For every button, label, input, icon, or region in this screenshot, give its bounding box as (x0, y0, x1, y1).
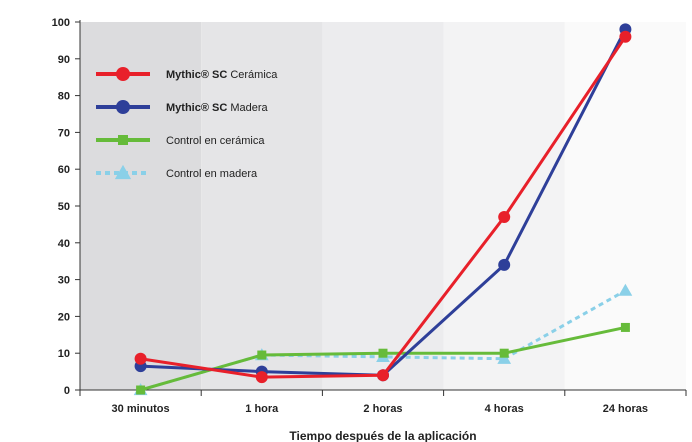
data-point (498, 258, 511, 271)
data-point (134, 352, 147, 365)
y-tick-label: 80 (58, 91, 70, 103)
y-tick-label: 20 (58, 311, 70, 323)
y-tick-label: 10 (58, 348, 70, 360)
background-band (201, 22, 323, 390)
data-point (255, 371, 268, 384)
legend-label: Mythic® SC Cerámica (166, 69, 278, 81)
data-point (257, 350, 267, 360)
background-band (80, 22, 202, 390)
series-3 (136, 322, 630, 395)
x-tick-label: 2 horas (363, 403, 402, 415)
legend-label-text: Cerámica (227, 69, 278, 81)
legend-item: Control en madera (96, 164, 258, 180)
legend-label: Control en madera (166, 168, 258, 180)
data-point (499, 348, 509, 358)
data-point (377, 369, 389, 382)
data-point (116, 67, 130, 81)
data-point (618, 283, 633, 296)
legend-label-text: Control en madera (166, 168, 258, 180)
x-axis-title: Tiempo después de la aplicación (289, 429, 476, 442)
data-point (118, 135, 128, 145)
legend-item: Control en cerámica (96, 135, 265, 147)
y-axis: 0 10 20 30 40 50 60 70 80 90 100 (52, 17, 81, 397)
data-point (497, 351, 512, 364)
series-1 (134, 30, 632, 384)
y-tick-label: 40 (58, 238, 70, 250)
x-tick-label: 30 minutos (112, 403, 170, 415)
legend-label-brand: Mythic® SC (166, 102, 227, 114)
x-tick-label: 1 hora (245, 403, 279, 415)
y-tick-label: 30 (58, 275, 70, 287)
legend-label-brand: Mythic® SC (166, 69, 227, 81)
data-point (114, 164, 132, 180)
data-point (136, 385, 146, 395)
legend-label-text: Madera (227, 102, 268, 114)
data-point (378, 348, 388, 358)
y-tick-label: 60 (58, 164, 70, 176)
data-point (498, 211, 511, 224)
series-group (133, 23, 633, 396)
legend-label: Mythic® SC Madera (166, 102, 269, 114)
background-band (564, 22, 686, 390)
data-point (620, 322, 630, 332)
legend-item: Mythic® SC Madera (96, 100, 269, 114)
y-tick-label: 70 (58, 127, 70, 139)
legend-label-text: Control en cerámica (166, 135, 265, 147)
x-tick-label: 24 horas (603, 403, 648, 415)
x-axis: 30 minutos 1 hora 2 horas 4 horas 24 horas (79, 389, 687, 415)
background-band (443, 22, 565, 390)
background-band (322, 22, 444, 390)
data-point (116, 100, 130, 114)
y-tick-label: 90 (58, 54, 70, 66)
y-tick-label: 0 (64, 385, 70, 397)
data-point (619, 30, 632, 43)
y-tick-label: 50 (58, 201, 70, 213)
legend-label: Control en cerámica (166, 135, 265, 147)
legend-item: Mythic® SC Cerámica (96, 67, 278, 81)
x-tick-label: 4 horas (485, 403, 524, 415)
y-tick-label: 100 (52, 17, 70, 29)
